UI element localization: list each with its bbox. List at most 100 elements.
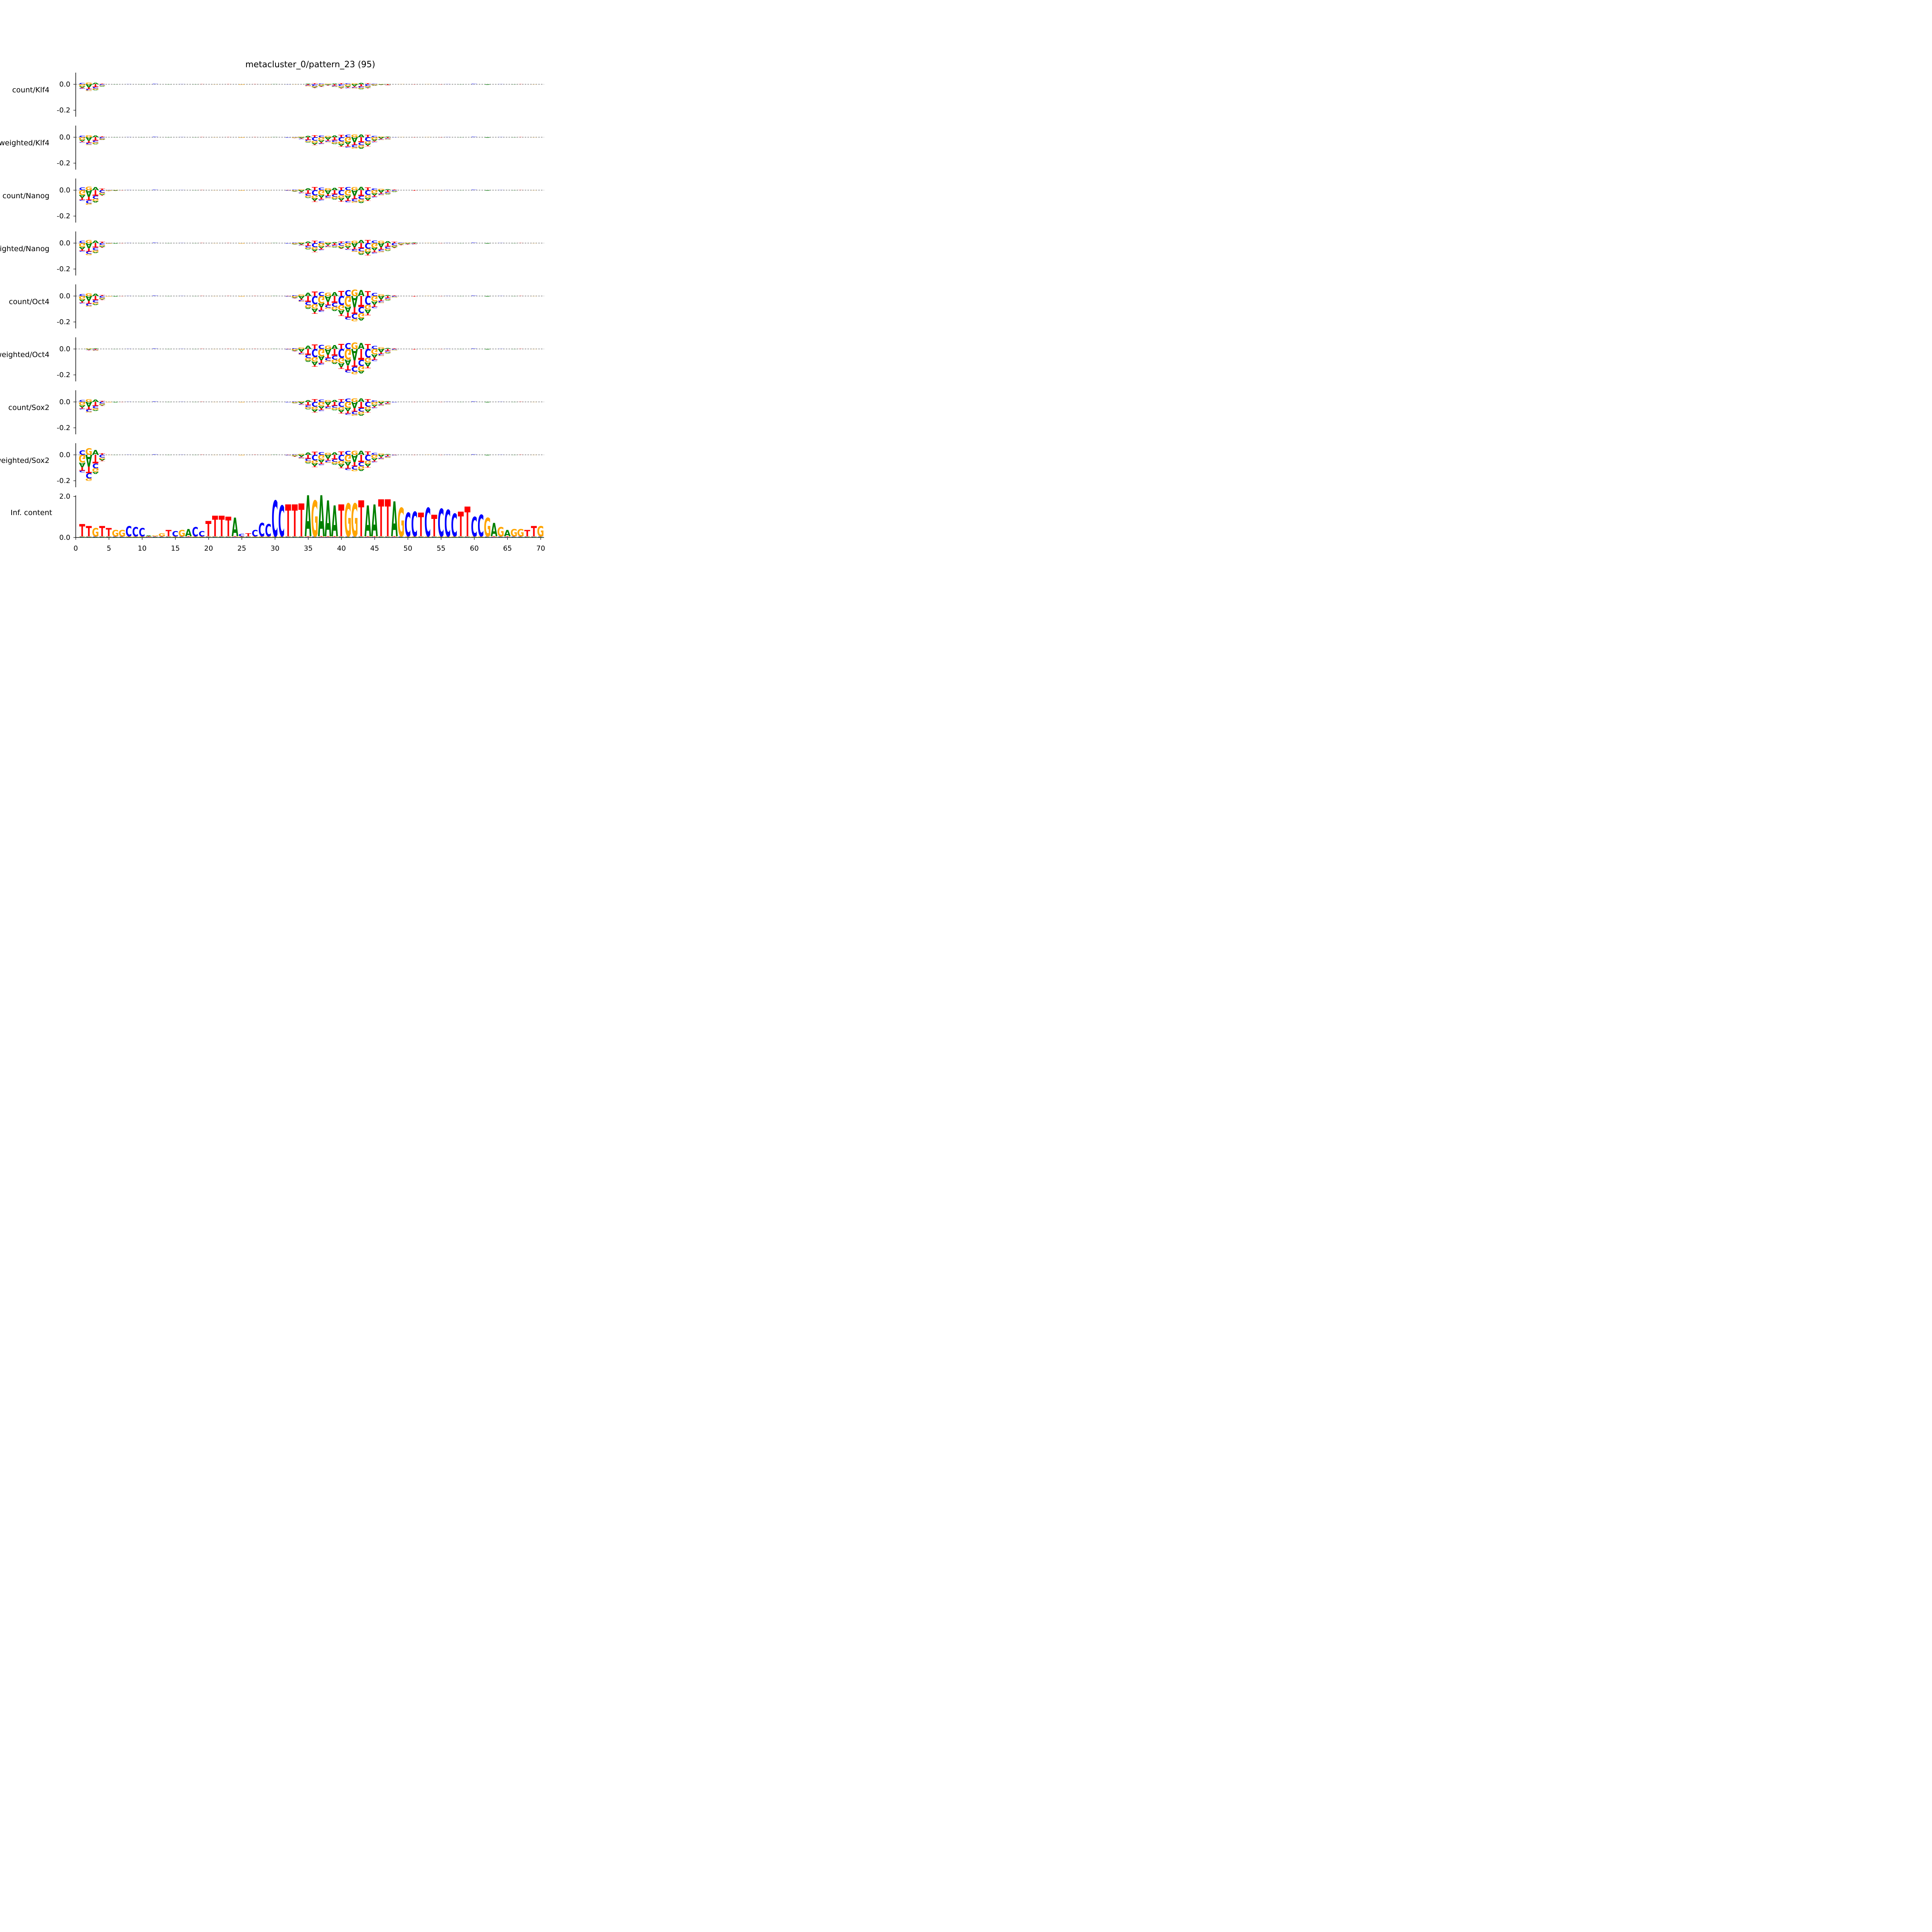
logo-letter-A: A — [318, 405, 325, 409]
logo-letter-G: G — [304, 247, 311, 249]
logo-letter-T: T — [232, 536, 238, 537]
logo-letter-A: A — [364, 409, 371, 412]
logo-letter-T: T — [498, 536, 504, 537]
logo-letter-G: G — [105, 536, 112, 537]
x-tick-label: 70 — [536, 544, 545, 553]
logo-letter-A: A — [92, 201, 99, 202]
logo-letter-T: T — [371, 250, 378, 253]
logo-letter-C: C — [338, 136, 345, 142]
logo-letter-C: C — [311, 189, 318, 197]
logo-letter-A: A — [364, 361, 371, 367]
logo-letter-G: G — [344, 136, 351, 143]
logo-letter-T: T — [365, 411, 371, 413]
logo-letter-C: C — [351, 249, 358, 252]
logo-letter-A: A — [358, 469, 365, 471]
logo-letter-A: A — [364, 497, 371, 546]
logo-letter-C: C — [305, 85, 311, 86]
logo-letter-A: A — [305, 248, 312, 250]
logo-letter-C: C — [371, 345, 378, 350]
logo-letter-G: G — [304, 406, 311, 409]
logo-letter-G: G — [384, 457, 391, 458]
logo-letter-G: G — [92, 526, 99, 539]
logo-letter-A: A — [345, 141, 352, 145]
logo-letter-G: G — [398, 500, 405, 546]
logo-letter-C: C — [285, 349, 291, 350]
logo-letter-A: A — [92, 82, 99, 85]
logo-letter-A: A — [92, 293, 99, 297]
logo-letter-T: T — [365, 466, 371, 468]
logo-letter-T: T — [318, 86, 325, 87]
logo-letter-G: G — [530, 137, 537, 138]
logo-letter-T: T — [458, 505, 464, 544]
logo-letter-A: A — [99, 86, 106, 87]
logo-letter-A: A — [338, 197, 344, 201]
logo-letter-A: A — [345, 194, 352, 199]
logo-letter-G: G — [364, 194, 371, 198]
logo-letter-T: T — [312, 87, 318, 88]
logo-letter-T: T — [112, 536, 119, 537]
logo-letter-A: A — [85, 136, 92, 142]
logo-letter-A: A — [378, 295, 385, 300]
logo-letter-T: T — [325, 301, 331, 306]
panel-label: weighted/Sox2 — [0, 456, 49, 465]
logo-letter-A: A — [305, 142, 312, 143]
logo-letter-A: A — [318, 85, 325, 87]
logo-letter-C: C — [232, 537, 238, 538]
logo-letter-A: A — [318, 140, 325, 143]
logo-letter-G: G — [158, 533, 165, 537]
logo-letter-C: C — [79, 187, 85, 191]
logo-letter-T: T — [99, 139, 105, 140]
logo-letter-T: T — [365, 313, 371, 316]
logo-letter-G: G — [291, 454, 298, 456]
logo-letter-C: C — [438, 501, 444, 545]
logo-letter-T: T — [79, 87, 85, 88]
logo-letter-G: G — [431, 536, 438, 537]
logo-letter-A: A — [304, 484, 311, 550]
logo-letter-C: C — [318, 410, 324, 412]
logo-letter-T: T — [99, 195, 105, 196]
logo-letter-G: G — [517, 527, 524, 539]
logo-letter-T: T — [166, 529, 172, 539]
logo-letter-G: G — [85, 536, 92, 537]
logo-letter-C: C — [292, 401, 298, 402]
logo-letter-C: C — [391, 296, 397, 297]
logo-letter-C: C — [345, 83, 351, 85]
logo-letter-A: A — [404, 537, 411, 538]
logo-letter-C: C — [345, 249, 351, 250]
logo-letter-A: A — [311, 307, 319, 313]
y-tick-label: -0.2 — [57, 212, 70, 220]
logo-letter-T: T — [537, 536, 544, 537]
logo-letter-T: T — [79, 466, 85, 471]
logo-letter-T: T — [92, 242, 99, 249]
logo-letter-C: C — [305, 458, 311, 461]
logo-letter-G: G — [371, 189, 378, 194]
logo-letter-T: T — [365, 187, 371, 191]
logo-letter-G: G — [351, 201, 358, 203]
logo-letter-A: A — [384, 295, 391, 296]
logo-letter-G: G — [85, 305, 92, 307]
logo-letter-G: G — [351, 187, 358, 191]
logo-letter-A: A — [92, 89, 99, 90]
logo-letter-G: G — [265, 137, 272, 138]
logo-letter-T: T — [318, 359, 325, 364]
logo-letter-T: T — [338, 83, 344, 85]
logo-letter-G: G — [304, 85, 311, 86]
logo-letter-A: A — [305, 345, 312, 350]
logo-letter-C: C — [371, 407, 378, 408]
logo-letter-T: T — [485, 536, 491, 537]
logo-letter-G: G — [424, 454, 431, 455]
logo-letter-C: C — [384, 350, 391, 352]
logo-letter-G: G — [358, 465, 365, 470]
logo-letter-T: T — [92, 189, 99, 197]
logo-letter-C: C — [325, 406, 331, 409]
logo-letter-A: A — [358, 450, 365, 456]
logo-letter-A: A — [331, 247, 338, 248]
logo-letter-T: T — [86, 247, 92, 252]
logo-letter-A: A — [345, 537, 352, 538]
logo-letter-A: A — [272, 537, 279, 538]
logo-letter-T: T — [518, 401, 524, 402]
logo-letter-G: G — [364, 356, 371, 364]
logo-letter-C: C — [311, 453, 318, 462]
logo-letter-T: T — [365, 536, 371, 537]
